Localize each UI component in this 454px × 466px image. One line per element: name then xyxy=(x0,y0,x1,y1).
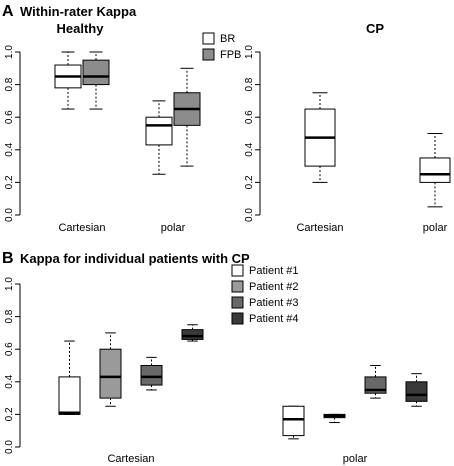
iqr-box xyxy=(58,376,81,415)
cp-boxplot: CP 0.0 0.2 0.4 0.6 0.8 1.0 Cartesian polar xyxy=(244,21,451,234)
x-category-label: Cartesian xyxy=(58,222,105,234)
legend-label: Patient #3 xyxy=(249,297,299,309)
legend: Patient #1 Patient #2 Patient #3 Patient #4 xyxy=(231,264,299,325)
box xyxy=(323,413,346,424)
box xyxy=(282,405,305,440)
box xyxy=(54,51,82,110)
y-tick-label: 1.0 xyxy=(244,45,255,59)
y-tick-label: 0.8 xyxy=(4,77,15,91)
patients-boxplot: 0.0 0.2 0.4 0.6 0.8 1.0 Cartesian polar Patient … xyxy=(4,264,428,465)
iqr-box xyxy=(82,59,110,86)
y-tick-label: 0.8 xyxy=(4,309,15,323)
legend-label: FPB xyxy=(220,49,241,61)
y-tick-label: 0.0 xyxy=(244,208,255,222)
y-tick-label: 1.0 xyxy=(4,277,15,291)
x-category-label: polar xyxy=(161,222,186,234)
y-tick-label: 1.0 xyxy=(4,45,15,59)
panel-a-letter: A xyxy=(2,3,14,20)
legend-label: Patient #2 xyxy=(249,281,299,293)
legend-swatch xyxy=(202,32,215,45)
x-category-label: polar xyxy=(423,222,448,234)
x-category-label: polar xyxy=(343,453,368,465)
box xyxy=(405,373,428,407)
y-tick-label: 0.0 xyxy=(4,440,15,454)
healthy-boxplot: Healthy 0.0 0.2 0.4 0.6 0.8 1.0 Cartesian polar B… xyxy=(4,21,241,234)
x-category-label: Cartesian xyxy=(296,222,343,234)
legend-swatch xyxy=(231,264,244,277)
iqr-box xyxy=(99,348,122,399)
box xyxy=(173,67,201,167)
plot-title: CP xyxy=(366,21,384,36)
box xyxy=(82,51,110,110)
box xyxy=(99,332,122,407)
iqr-box xyxy=(419,157,451,183)
box xyxy=(140,356,163,391)
y-axis: 0.0 0.2 0.4 0.6 0.8 1.0 xyxy=(4,277,21,454)
x-category-label: Cartesian xyxy=(107,453,154,465)
box xyxy=(419,133,451,208)
y-tick-label: 0.2 xyxy=(4,175,15,189)
legend-swatch xyxy=(231,312,244,325)
y-tick-label: 0.4 xyxy=(4,374,15,388)
y-tick-label: 0.6 xyxy=(4,342,15,356)
legend-label: Patient #4 xyxy=(249,313,299,325)
iqr-box xyxy=(140,365,163,386)
y-tick-label: 0.4 xyxy=(4,142,15,156)
iqr-box xyxy=(181,329,204,340)
legend-label: Patient #1 xyxy=(249,265,299,277)
legend-swatch xyxy=(231,280,244,293)
panel-b-letter: B xyxy=(2,250,14,267)
iqr-box xyxy=(145,116,173,146)
y-tick-label: 0.2 xyxy=(4,407,15,421)
y-tick-label: 0.6 xyxy=(4,110,15,124)
box xyxy=(364,365,387,399)
panel-a-title: Within-rater Kappa xyxy=(20,4,137,19)
box xyxy=(181,324,204,342)
legend-label: BR xyxy=(220,33,235,45)
y-tick-label: 0.0 xyxy=(4,208,15,222)
y-tick-label: 0.6 xyxy=(244,110,255,124)
y-tick-label: 0.2 xyxy=(244,175,255,189)
y-axis: 0.0 0.2 0.4 0.6 0.8 1.0 xyxy=(4,45,21,222)
iqr-box xyxy=(405,381,428,402)
y-tick-label: 0.4 xyxy=(244,142,255,156)
plot-title: Healthy xyxy=(57,21,105,36)
box xyxy=(304,92,336,183)
y-axis: 0.0 0.2 0.4 0.6 0.8 1.0 xyxy=(244,45,261,222)
box xyxy=(58,340,81,415)
legend-swatch xyxy=(202,48,215,61)
box xyxy=(145,100,173,175)
iqr-box xyxy=(282,405,305,437)
legend-swatch xyxy=(231,296,244,309)
y-tick-label: 0.8 xyxy=(244,77,255,91)
legend: BR FPB xyxy=(202,32,241,61)
panel-b-title: Kappa for individual patients with CP xyxy=(20,251,250,266)
